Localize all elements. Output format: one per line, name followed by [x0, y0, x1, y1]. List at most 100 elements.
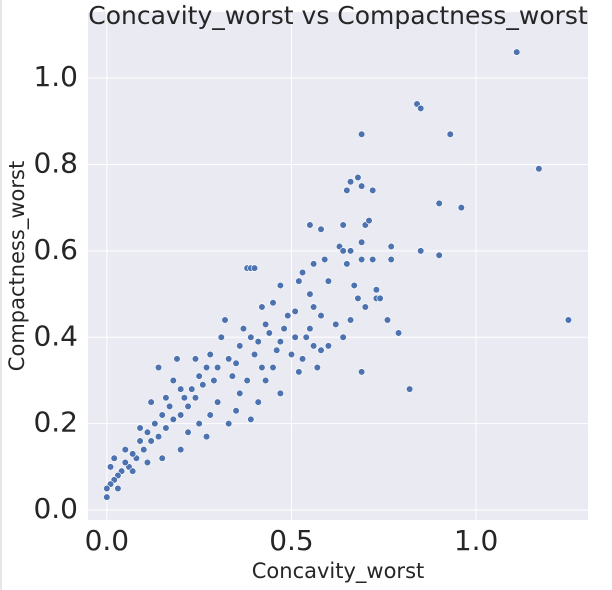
point	[225, 355, 233, 363]
point	[346, 247, 355, 255]
point	[343, 186, 351, 195]
y-tick-label: 0.6	[33, 233, 78, 266]
point	[236, 389, 244, 398]
point	[273, 346, 281, 354]
point	[339, 221, 347, 229]
point	[202, 433, 211, 441]
point	[306, 325, 314, 333]
point	[114, 484, 122, 493]
point	[228, 372, 236, 380]
point	[339, 333, 347, 341]
point	[258, 303, 266, 311]
point	[358, 255, 366, 264]
point	[376, 294, 384, 302]
point	[239, 325, 248, 333]
point	[129, 450, 137, 458]
point	[339, 247, 347, 255]
point	[394, 329, 403, 337]
y-tick-label: 0.2	[33, 406, 78, 439]
point	[169, 415, 177, 423]
point	[184, 428, 192, 436]
point	[243, 376, 251, 385]
point	[324, 342, 332, 350]
point	[250, 350, 259, 359]
point	[298, 268, 307, 277]
point	[147, 398, 155, 406]
point	[291, 307, 299, 315]
point	[103, 484, 111, 493]
point	[140, 445, 148, 454]
point	[306, 290, 314, 298]
point	[158, 454, 166, 462]
point	[269, 299, 277, 307]
point	[535, 165, 543, 173]
point	[284, 312, 292, 320]
point	[343, 260, 351, 268]
point	[103, 493, 111, 501]
point	[350, 281, 358, 290]
point	[106, 463, 115, 471]
point	[361, 303, 369, 311]
point	[136, 424, 144, 432]
point	[158, 411, 166, 419]
point	[295, 368, 303, 376]
point	[258, 363, 266, 372]
point	[310, 342, 318, 350]
point	[254, 398, 262, 406]
point	[313, 363, 321, 372]
point	[247, 415, 255, 423]
point	[232, 407, 240, 415]
point	[184, 402, 192, 410]
chart-title: Concavity_worst vs Compactness_worst	[88, 1, 588, 30]
point	[317, 225, 325, 233]
point	[354, 173, 362, 182]
x-tick-label: 0.5	[269, 524, 314, 557]
point	[564, 316, 573, 324]
point	[143, 428, 152, 436]
point	[154, 433, 163, 441]
point	[195, 420, 203, 428]
point	[417, 104, 425, 112]
point	[143, 458, 152, 467]
point	[250, 264, 259, 272]
point	[269, 363, 277, 372]
point	[354, 294, 362, 302]
point	[358, 182, 366, 190]
point	[298, 355, 307, 363]
point	[358, 130, 366, 138]
y-tick-label: 0.0	[33, 492, 78, 525]
point	[221, 316, 229, 324]
point	[210, 376, 218, 385]
point	[169, 376, 177, 385]
point	[287, 350, 296, 359]
point	[202, 363, 211, 372]
point	[180, 394, 188, 402]
y-tick-label: 0.8	[33, 146, 78, 179]
point	[147, 437, 155, 445]
point	[262, 376, 270, 385]
point	[206, 411, 214, 419]
point	[435, 199, 443, 207]
point	[295, 277, 303, 285]
point	[214, 398, 222, 406]
point	[121, 445, 129, 454]
point	[406, 385, 414, 393]
y-tick-label: 0.4	[33, 319, 78, 352]
point	[332, 320, 340, 328]
point	[225, 420, 233, 428]
point	[446, 130, 454, 138]
point	[346, 316, 355, 324]
point	[195, 372, 203, 380]
point	[387, 242, 395, 251]
point	[435, 251, 443, 259]
point	[306, 221, 314, 229]
point	[177, 445, 185, 454]
point	[387, 255, 395, 264]
point	[302, 333, 310, 341]
point	[254, 337, 262, 346]
point	[417, 247, 425, 255]
point	[162, 394, 170, 402]
point	[265, 329, 273, 337]
point	[291, 333, 299, 341]
